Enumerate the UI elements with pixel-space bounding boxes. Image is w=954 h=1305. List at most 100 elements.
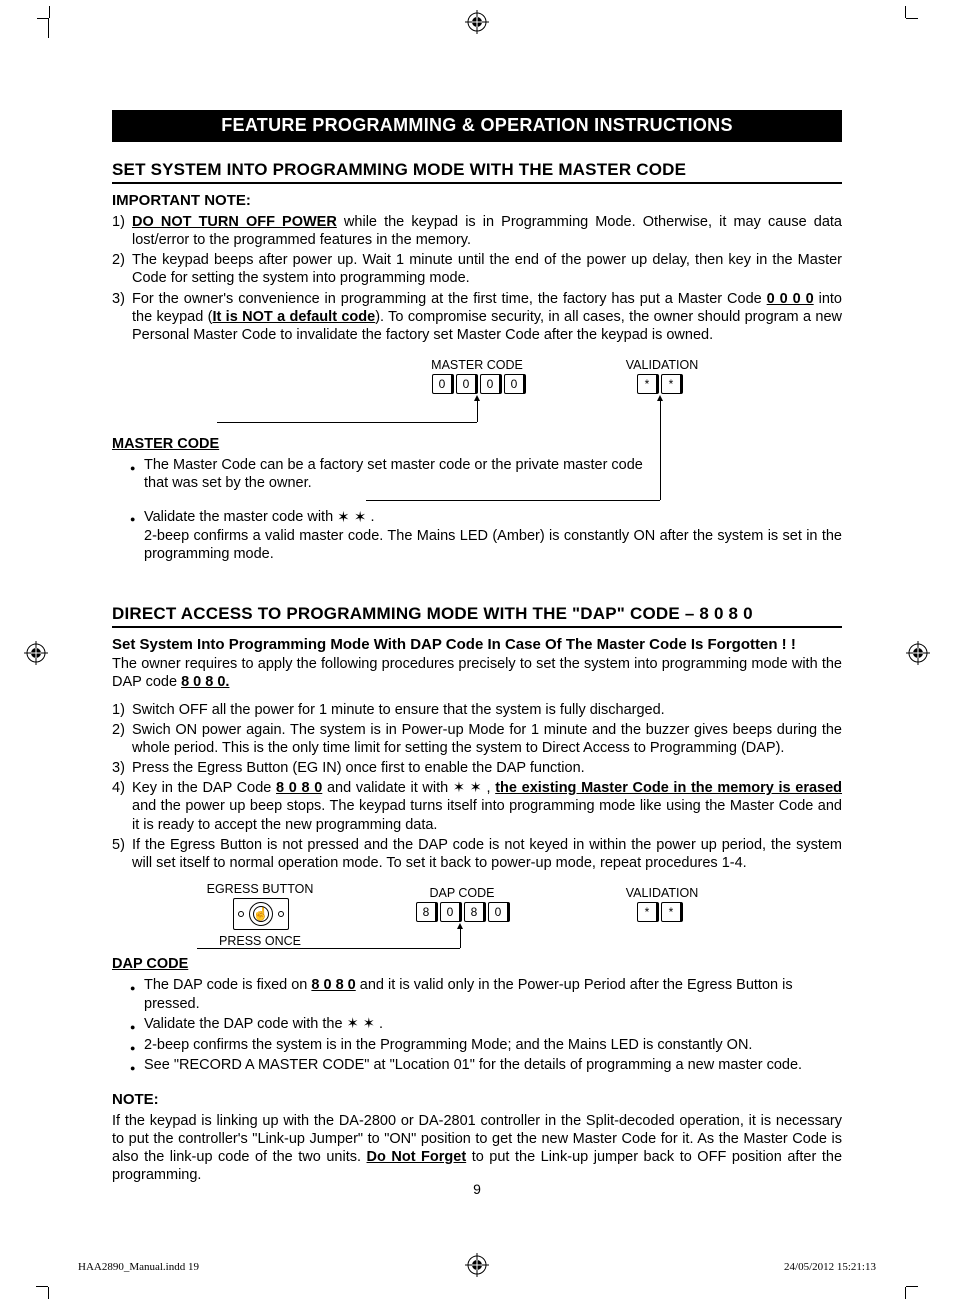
dc1-code: 8 0 8 0 [311,977,355,993]
bullet-icon [130,976,144,1013]
egress-label: EGRESS BUTTON [200,882,320,896]
validation-keys: * * [637,374,683,394]
bullet-text: Validate the master code with ✶ ✶ . 2-be… [144,507,842,564]
key: 8 [464,902,486,922]
dap-item-2: 2) Swich ON power again. The system is i… [112,721,842,757]
bullet-text: The DAP code is fixed on 8 0 8 0 and it … [144,976,842,1013]
dap-code-label: DAP CODE [402,886,522,900]
manual-page: FEATURE PROGRAMMING & OPERATION INSTRUCT… [0,0,954,1305]
note3-bold: It is NOT a default code [212,309,375,325]
list-number: 1) [112,701,132,719]
registration-mark-icon [906,641,930,665]
key: * [661,374,683,394]
key: 0 [440,902,462,922]
bullet-item: 2-beep confirms the system is in the Pro… [130,1036,842,1055]
crop-mark [886,1267,906,1287]
list-body: Press the Egress Button (EG IN) once fir… [132,759,842,777]
section-rule [112,182,842,184]
list-number: 1) [112,213,132,249]
registration-mark-icon [465,10,489,34]
dap-intro: The owner requires to apply the followin… [112,655,842,691]
title-bar: FEATURE PROGRAMMING & OPERATION INSTRUCT… [112,110,842,142]
validation-label: VALIDATION [602,358,722,372]
list-body: DO NOT TURN OFF POWER while the keypad i… [132,213,842,249]
bullet-text: Validate the DAP code with the ✶ ✶ . [144,1015,842,1034]
dap-subheading: Set System Into Programming Mode With DA… [112,636,842,653]
arrow-icon [477,400,478,422]
page-content: FEATURE PROGRAMMING & OPERATION INSTRUCT… [112,110,842,1184]
registration-mark-icon [465,1253,489,1277]
key: * [661,902,683,922]
arrow-icon [460,928,461,948]
master-code-heading: MASTER CODE [112,436,842,452]
list-number: 2) [112,251,132,287]
bullet-item: The Master Code can be a factory set mas… [130,456,842,493]
list-body: Swich ON power again. The system is in P… [132,721,842,757]
crop-mark [886,18,906,38]
registration-mark-icon [24,641,48,665]
section-rule [112,626,842,628]
key: * [637,374,659,394]
section2-heading: DIRECT ACCESS TO PROGRAMMING MODE WITH T… [112,604,842,624]
master-code-keys: 0 0 0 0 [432,374,526,394]
note-body: If the keypad is linking up with the DA-… [112,1112,842,1185]
key: * [637,902,659,922]
list-body: For the owner's convenience in programmi… [132,290,842,344]
connector-line [217,422,477,423]
bullet-icon [130,1015,144,1034]
list-body: Switch OFF all the power for 1 minute to… [132,701,842,719]
note3-code: 0 0 0 0 [767,291,814,307]
dap4-code: 8 0 8 0 [276,780,322,796]
footer-timestamp: 24/05/2012 15:21:13 [784,1261,876,1273]
dap4-b: and validate it with ✶ ✶ , [322,780,495,796]
bullet-text: 2-beep confirms the system is in the Pro… [144,1036,842,1055]
bullet-item: Validate the DAP code with the ✶ ✶ . [130,1015,842,1034]
dap4-c: and the power up beep stops. The keypad … [132,798,842,832]
note1-bold: DO NOT TURN OFF POWER [132,214,337,230]
dap-item-4: 4) Key in the DAP Code 8 0 8 0 and valid… [112,779,842,833]
list-number: 2) [112,721,132,757]
bullet-icon [130,1036,144,1055]
note-item-3: 3) For the owner's convenience in progra… [112,290,842,344]
dap-intro-code: 8 0 8 0. [181,674,229,690]
list-body: If the Egress Button is not pressed and … [132,836,842,872]
note-item-1: 1) DO NOT TURN OFF POWER while the keypa… [112,213,842,249]
key: 0 [432,374,454,394]
note3-a: For the owner's convenience in programmi… [132,291,767,307]
master-code-bullets: The Master Code can be a factory set mas… [130,456,842,564]
dap-code-diagram: EGRESS BUTTON ☝ PRESS ONCE DAP CODE 8 0 … [112,882,842,972]
crop-mark [48,1267,68,1287]
crop-mark [48,18,69,38]
arrow-icon [660,400,661,500]
bullet-text: The Master Code can be a factory set mas… [144,456,654,493]
bullet-icon [130,1056,144,1075]
mc2-c: 2-beep confirms a valid master code. The… [144,528,842,563]
master-code-label: MASTER CODE [417,358,537,372]
list-number: 4) [112,779,132,833]
connector-line [197,948,460,949]
press-once-label: PRESS ONCE [200,934,320,948]
bullet-text: See "RECORD A MASTER CODE" at "Location … [144,1056,842,1075]
list-number: 5) [112,836,132,872]
mc2-a: Validate the master code with [144,509,337,525]
validation-keys: * * [637,902,683,922]
important-note-label: IMPORTANT NOTE: [112,192,842,209]
bullet-item: See "RECORD A MASTER CODE" at "Location … [130,1056,842,1075]
dap4-a: Key in the DAP Code [132,780,276,796]
list-body: The keypad beeps after power up. Wait 1 … [132,251,842,287]
key: 0 [480,374,502,394]
dap4-bold: the existing Master Code in the memory i… [495,780,842,796]
section1-heading: SET SYSTEM INTO PROGRAMMING MODE WITH TH… [112,160,842,180]
bullet-item: Validate the master code with ✶ ✶ . 2-be… [130,507,842,564]
dap-code-bullets: The DAP code is fixed on 8 0 8 0 and it … [130,976,842,1075]
dap-item-5: 5) If the Egress Button is not pressed a… [112,836,842,872]
dap-item-3: 3) Press the Egress Button (EG IN) once … [112,759,842,777]
key: 8 [416,902,438,922]
master-code-diagram: MASTER CODE 0 0 0 0 VALIDATION * * [112,358,842,428]
mc2-b: . [366,509,374,525]
list-number: 3) [112,290,132,344]
fingerprint-icon: ☝ [249,902,273,926]
dap-code-keys: 8 0 8 0 [416,902,510,922]
egress-button-icon: ☝ [233,898,289,930]
list-number: 3) [112,759,132,777]
